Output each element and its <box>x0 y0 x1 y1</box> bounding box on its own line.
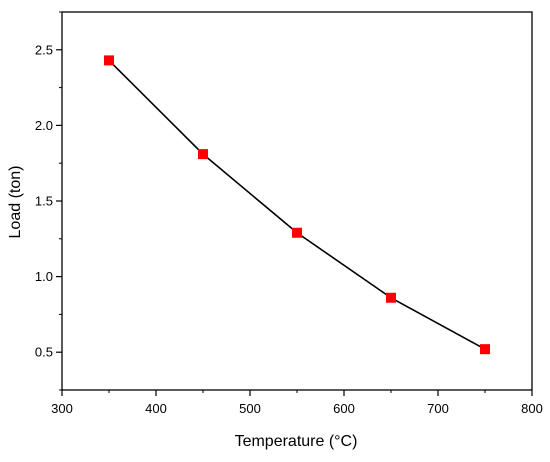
plot-frame <box>61 11 533 391</box>
data-point-marker <box>104 55 114 66</box>
data-point-marker <box>198 149 208 160</box>
y-tick-label: 2.0 <box>35 118 53 133</box>
x-tick-label: 800 <box>521 401 543 416</box>
series-line <box>108 59 486 350</box>
data-series <box>104 55 490 355</box>
x-axis-title: Temperature (°C) <box>235 433 358 450</box>
data-point-marker <box>480 344 490 355</box>
data-point-marker <box>386 292 396 303</box>
x-tick-label: 700 <box>427 401 449 416</box>
x-tick-label: 600 <box>333 401 355 416</box>
data-point-marker <box>292 227 302 238</box>
y-tick-label: 2.5 <box>35 42 53 57</box>
y-tick-label: 1.0 <box>35 269 53 284</box>
axes <box>61 11 533 391</box>
tick-labels: 300 400 500 600 700 800 0.5 1.0 1.5 2.0 2.5 <box>35 42 543 416</box>
y-tick-label: 1.5 <box>35 194 53 209</box>
x-tick-label: 500 <box>239 401 261 416</box>
x-tick-label: 300 <box>51 401 73 416</box>
x-tick-label: 400 <box>145 401 167 416</box>
tick-marks <box>56 11 533 396</box>
y-tick-label: 0.5 <box>35 345 53 360</box>
y-axis-title: Load (ton) <box>7 166 24 239</box>
